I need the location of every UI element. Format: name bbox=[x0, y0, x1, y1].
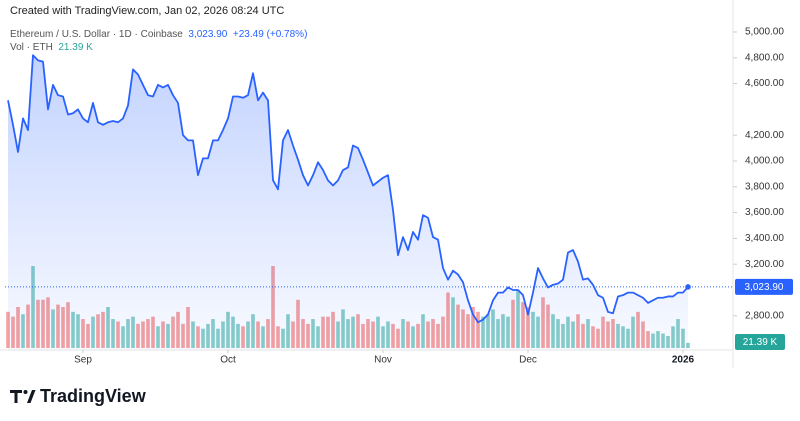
y-tick-label: 4,000.00 bbox=[745, 156, 784, 167]
y-tick-label: 4,800.00 bbox=[745, 52, 784, 63]
price-badge bbox=[735, 278, 793, 295]
symbol-title: Ethereum / U.S. Dollar · 1D · Coinbase bbox=[10, 29, 183, 40]
logo: TradingView bbox=[10, 386, 147, 406]
volume-badge-label: 21.39 K bbox=[743, 337, 778, 348]
last-price: 3,023.90 bbox=[188, 29, 228, 40]
brand: TradingView bbox=[40, 386, 147, 406]
price-badge-label: 3,023.90 bbox=[745, 282, 784, 293]
y-tick-label: 4,200.00 bbox=[745, 130, 784, 141]
x-tick-label: Dec bbox=[519, 355, 537, 366]
volume-bar bbox=[6, 311, 10, 348]
volume-badge bbox=[735, 334, 785, 350]
y-tick-label: 3,600.00 bbox=[745, 207, 784, 218]
y-tick-label: 3,400.00 bbox=[745, 233, 784, 244]
y-tick-label: 5,000.00 bbox=[745, 27, 784, 38]
x-tick-label: Sep bbox=[74, 355, 92, 366]
last-point bbox=[685, 284, 691, 290]
x-tick-label: Oct bbox=[220, 355, 236, 366]
price-line bbox=[7, 54, 689, 324]
y-tick-label: 4,600.00 bbox=[745, 78, 784, 89]
x-tick-label: 2026 bbox=[672, 355, 695, 366]
price-area bbox=[8, 55, 688, 350]
legend-row: Ethereum / U.S. Dollar · 1D · Coinbase 3… bbox=[10, 29, 307, 40]
volume-value: 21.39 K bbox=[58, 42, 93, 53]
y-tick-label: 2,800.00 bbox=[745, 310, 784, 321]
y-tick-label: 3,200.00 bbox=[745, 259, 784, 270]
volume-title: Vol · ETH bbox=[10, 42, 53, 53]
x-tick-label: Nov bbox=[374, 355, 392, 366]
y-tick-label: 3,800.00 bbox=[745, 181, 784, 192]
volume-legend: Vol · ETH 21.39 K bbox=[10, 42, 93, 53]
price-change: +23.49 (+0.78%) bbox=[232, 29, 308, 40]
created-note: Created with TradingView.com, Jan 02, 20… bbox=[10, 5, 285, 17]
